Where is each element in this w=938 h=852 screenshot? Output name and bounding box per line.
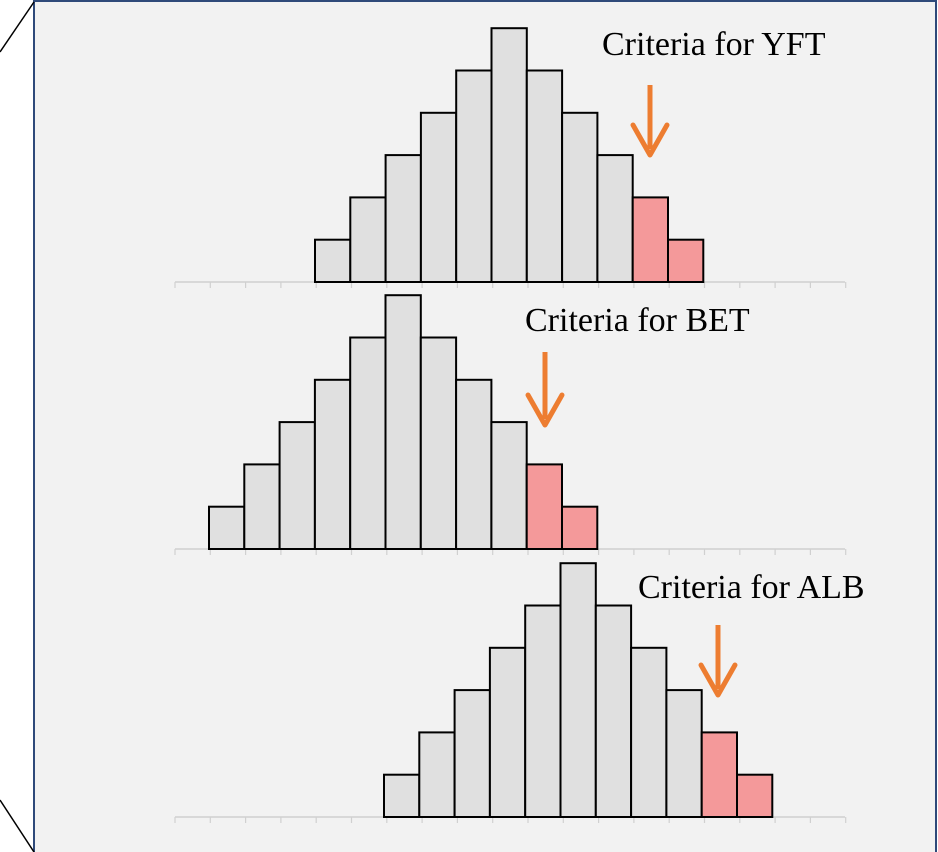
- bar: [208, 505, 246, 551]
- zoom-line: [0, 799, 35, 852]
- bar: [631, 196, 670, 283]
- arrow-head: [630, 122, 670, 158]
- histograms: Criteria for YFT Criteria for BET Criteria…: [174, 26, 865, 823]
- bar: [383, 773, 421, 819]
- bar: [559, 562, 597, 819]
- bar: [561, 505, 599, 551]
- bar: [525, 463, 564, 550]
- bar: [314, 238, 352, 283]
- criteria-label: Criteria for YFT: [602, 26, 826, 63]
- bar: [419, 111, 458, 283]
- criteria-label: Criteria for BET: [525, 302, 750, 339]
- bar: [488, 646, 527, 818]
- arrow-head: [698, 662, 738, 698]
- zoom-line: [0, 1, 35, 53]
- bar: [278, 421, 316, 551]
- bar: [243, 463, 281, 550]
- bar: [384, 294, 422, 551]
- bar: [349, 196, 387, 283]
- bar: [700, 731, 739, 819]
- bar: [453, 689, 491, 818]
- bar: [349, 336, 387, 550]
- bar: [524, 604, 562, 818]
- bar: [490, 421, 528, 551]
- bar: [384, 154, 422, 284]
- bar: [596, 154, 634, 284]
- arrow-head: [525, 392, 565, 428]
- bar: [313, 378, 352, 550]
- criteria-label: Criteria for ALB: [638, 569, 865, 606]
- bar: [418, 731, 456, 819]
- bar: [594, 604, 633, 818]
- bar: [630, 646, 668, 818]
- bar: [561, 111, 599, 283]
- bar: [455, 69, 493, 283]
- bar: [736, 773, 774, 819]
- bar: [525, 69, 564, 283]
- bar: [455, 378, 493, 550]
- bar: [490, 27, 528, 284]
- bar: [667, 238, 705, 283]
- bar: [665, 689, 703, 818]
- bar: [419, 336, 458, 550]
